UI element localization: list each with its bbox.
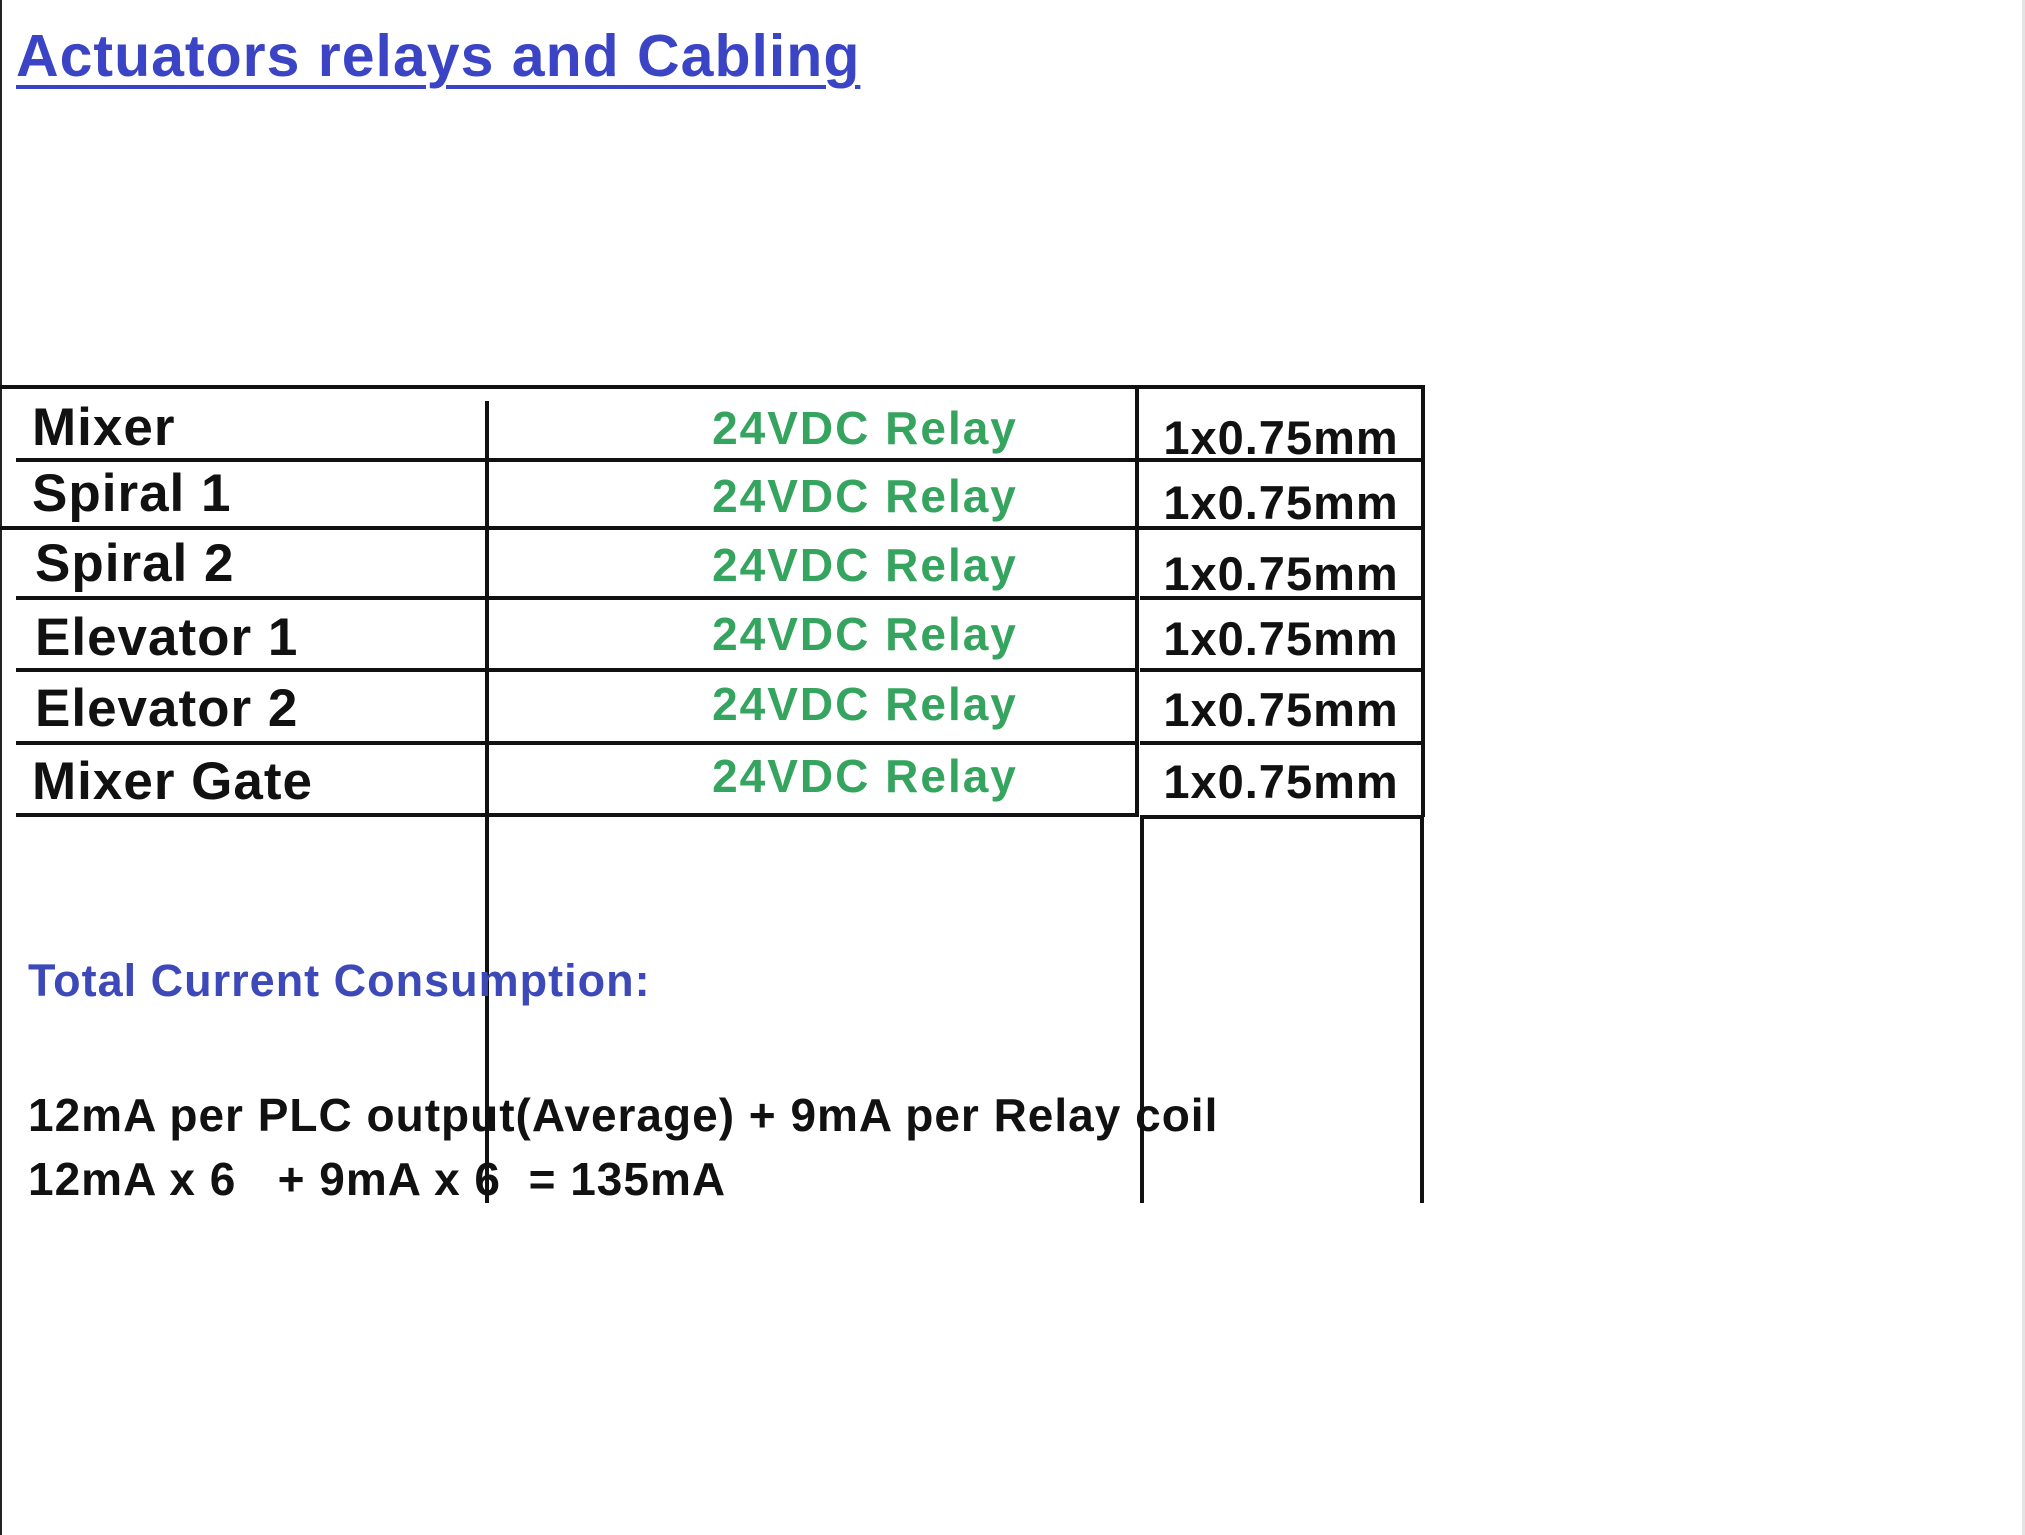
row-divider — [16, 813, 1136, 817]
actuator-device: 24VDC Relay — [712, 678, 1018, 730]
row-divider-cable — [1138, 458, 1424, 462]
row-divider — [16, 596, 1136, 600]
row-divider — [16, 741, 1136, 745]
actuator-device: 24VDC Relay — [712, 608, 1018, 660]
actuator-cable: 1x0.75mm — [1163, 476, 1399, 529]
row-divider — [0, 526, 1136, 530]
actuator-name: Elevator 2 — [35, 679, 299, 738]
actuator-name: Spiral 1 — [32, 464, 232, 523]
column-divider-name — [485, 401, 489, 1203]
table-top-border — [0, 385, 1135, 389]
row-divider-cable — [1140, 596, 1424, 600]
column-divider-right-lower — [1420, 817, 1424, 1203]
row-divider-cable — [1140, 815, 1424, 819]
row-divider-cable — [1140, 741, 1424, 745]
page-left-border — [0, 0, 2, 1535]
actuator-cable: 1x0.75mm — [1163, 683, 1399, 736]
consumption-formula: 12mA per PLC output(Average) + 9mA per R… — [28, 1089, 1219, 1141]
row-divider-cable — [1140, 668, 1424, 672]
actuator-device: 24VDC Relay — [712, 750, 1018, 802]
consumption-calculation: 12mA x 6 + 9mA x 6 = 135mA — [28, 1153, 727, 1205]
row-divider-cable — [1138, 526, 1424, 530]
column-divider-device-lower — [1140, 817, 1144, 1203]
page-right-border — [2022, 0, 2025, 1535]
page-title: Actuators relays and Cabling — [16, 23, 861, 89]
actuator-cable: 1x0.75mm — [1163, 411, 1399, 464]
column-divider-right — [1421, 385, 1425, 817]
actuator-name: Mixer — [32, 398, 176, 457]
actuator-name: Elevator 1 — [35, 608, 299, 667]
row-divider — [16, 458, 1136, 462]
actuator-name: Mixer Gate — [32, 752, 314, 811]
table-top-border-cable — [1138, 385, 1425, 389]
actuator-device: 24VDC Relay — [712, 402, 1018, 454]
row-divider — [16, 668, 1136, 672]
actuator-cable: 1x0.75mm — [1163, 612, 1399, 665]
column-divider-device — [1135, 385, 1139, 817]
actuator-name: Spiral 2 — [35, 534, 235, 593]
actuator-device: 24VDC Relay — [712, 470, 1018, 522]
consumption-heading: Total Current Consumption: — [28, 955, 651, 1006]
actuator-device: 24VDC Relay — [712, 539, 1018, 591]
actuator-cable: 1x0.75mm — [1163, 755, 1399, 808]
actuator-cable: 1x0.75mm — [1163, 547, 1399, 600]
